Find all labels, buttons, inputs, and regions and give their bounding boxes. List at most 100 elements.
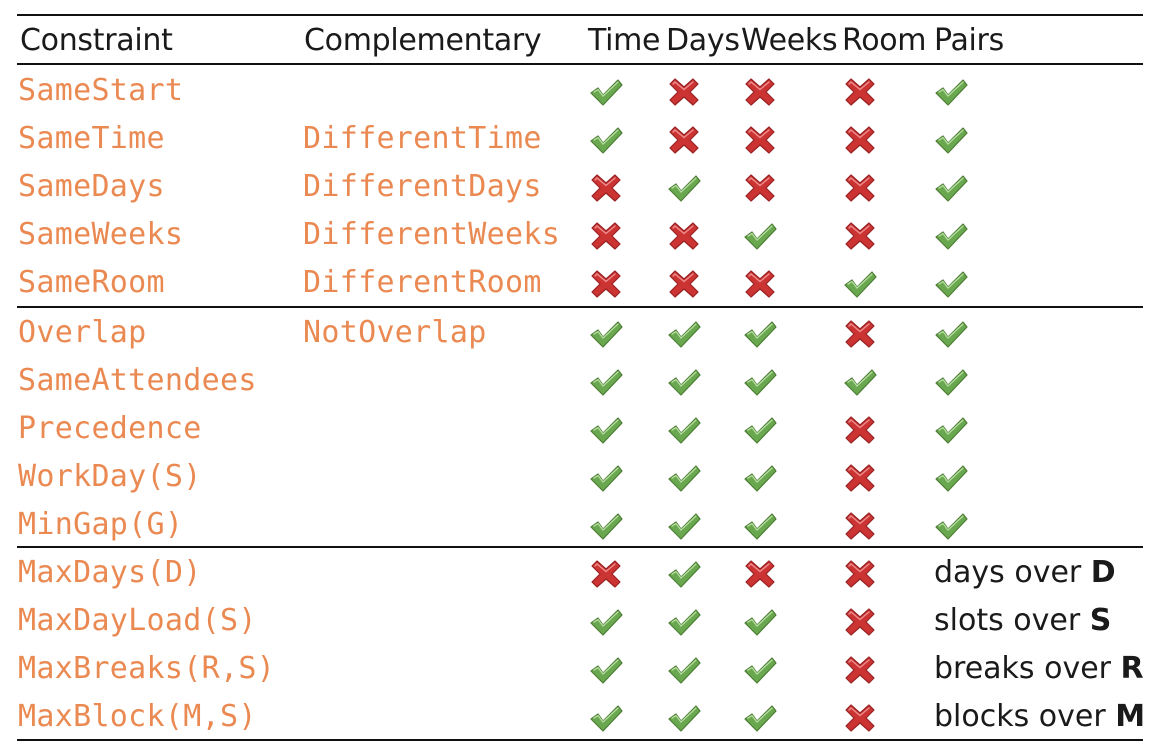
check-icon [668,609,701,636]
complementary-name: DifferentTime [303,121,542,156]
top-rule [17,14,1143,16]
cross-icon [845,78,875,106]
group-rule-2 [17,546,1143,548]
check-icon [935,465,968,492]
header-weeks: Weeks [741,23,838,58]
constraint-name: MaxBreaks(R,S) [18,651,276,686]
table-row: WorkDay(S) [0,453,1160,501]
cross-icon [745,270,775,298]
pairs-label: days over [934,555,1082,590]
check-icon [668,465,701,492]
check-icon [844,271,877,298]
pairs-text: blocks over M [934,697,1145,737]
complementary-name: DifferentDays [303,169,542,204]
cross-icon [745,78,775,106]
table-row: MaxDayLoad(S) slots over S [0,597,1160,645]
table-row: MaxBlock(M,S) blocks over M [0,693,1160,741]
cross-icon [845,174,875,202]
pairs-label: slots over [934,603,1081,638]
check-icon [935,223,968,250]
cross-icon [669,126,699,154]
header-time: Time [588,23,661,58]
check-icon [590,609,623,636]
check-icon [744,321,777,348]
constraint-name: SameTime [18,121,165,156]
check-icon [668,175,701,202]
check-icon [668,657,701,684]
complementary-name: NotOverlap [303,315,487,350]
constraint-name: MinGap(G) [18,507,184,542]
header-complementary: Complementary [304,23,542,58]
constraint-name: MaxDayLoad(S) [18,603,257,638]
pairs-variable: D [1090,555,1116,590]
constraint-name: SameStart [18,73,184,108]
cross-icon [845,126,875,154]
constraint-name: Overlap [18,315,147,350]
check-icon [935,127,968,154]
table-row: MaxDays(D) days over D [0,549,1160,597]
constraint-name: Precedence [18,411,202,446]
pairs-label: blocks over [934,699,1106,734]
check-icon [935,271,968,298]
check-icon [668,417,701,444]
cross-icon [591,560,621,588]
check-icon [590,657,623,684]
table-row: SameStart [0,67,1160,115]
pairs-text: breaks over R [934,649,1144,689]
check-icon [935,369,968,396]
pairs-variable: M [1115,699,1146,734]
complementary-name: DifferentWeeks [303,217,561,252]
pairs-variable: S [1089,603,1112,638]
cross-icon [845,222,875,250]
constraint-name: SameDays [18,169,165,204]
check-icon [590,417,623,444]
cross-icon [845,320,875,348]
header-constraint: Constraint [20,23,173,58]
table-row: SameAttendees [0,357,1160,405]
constraint-name: SameAttendees [18,363,257,398]
check-icon [935,79,968,106]
table-row: Precedence [0,405,1160,453]
cross-icon [669,222,699,250]
cross-icon [745,126,775,154]
cross-icon [845,608,875,636]
check-icon [668,321,701,348]
check-icon [744,465,777,492]
cross-icon [669,78,699,106]
check-icon [744,609,777,636]
check-icon [590,127,623,154]
header-pairs: Pairs [934,23,1004,58]
cross-icon [845,512,875,540]
check-icon [744,705,777,732]
table-row: Overlap NotOverlap [0,309,1160,357]
check-icon [590,369,623,396]
table-row: SameRoom DifferentRoom [0,259,1160,307]
header-days: Days [666,23,740,58]
check-icon [590,705,623,732]
check-icon [935,417,968,444]
cross-icon [591,270,621,298]
constraint-name: WorkDay(S) [18,459,202,494]
cross-icon [591,222,621,250]
check-icon [668,705,701,732]
cross-icon [845,560,875,588]
constraint-name: MaxDays(D) [18,555,202,590]
group-rule-1 [17,306,1143,308]
cross-icon [745,174,775,202]
check-icon [744,223,777,250]
check-icon [590,321,623,348]
check-icon [935,175,968,202]
check-icon [844,369,877,396]
check-icon [590,513,623,540]
bottom-rule [17,739,1143,741]
table-row: SameTime DifferentTime [0,115,1160,163]
table-row: MaxBreaks(R,S) breaks over R [0,645,1160,693]
pairs-variable: R [1120,651,1144,686]
check-icon [668,513,701,540]
check-icon [744,369,777,396]
pairs-text: slots over S [934,601,1111,641]
header-room: Room [842,23,927,58]
table-row: MinGap(G) [0,501,1160,549]
check-icon [744,417,777,444]
cross-icon [845,656,875,684]
